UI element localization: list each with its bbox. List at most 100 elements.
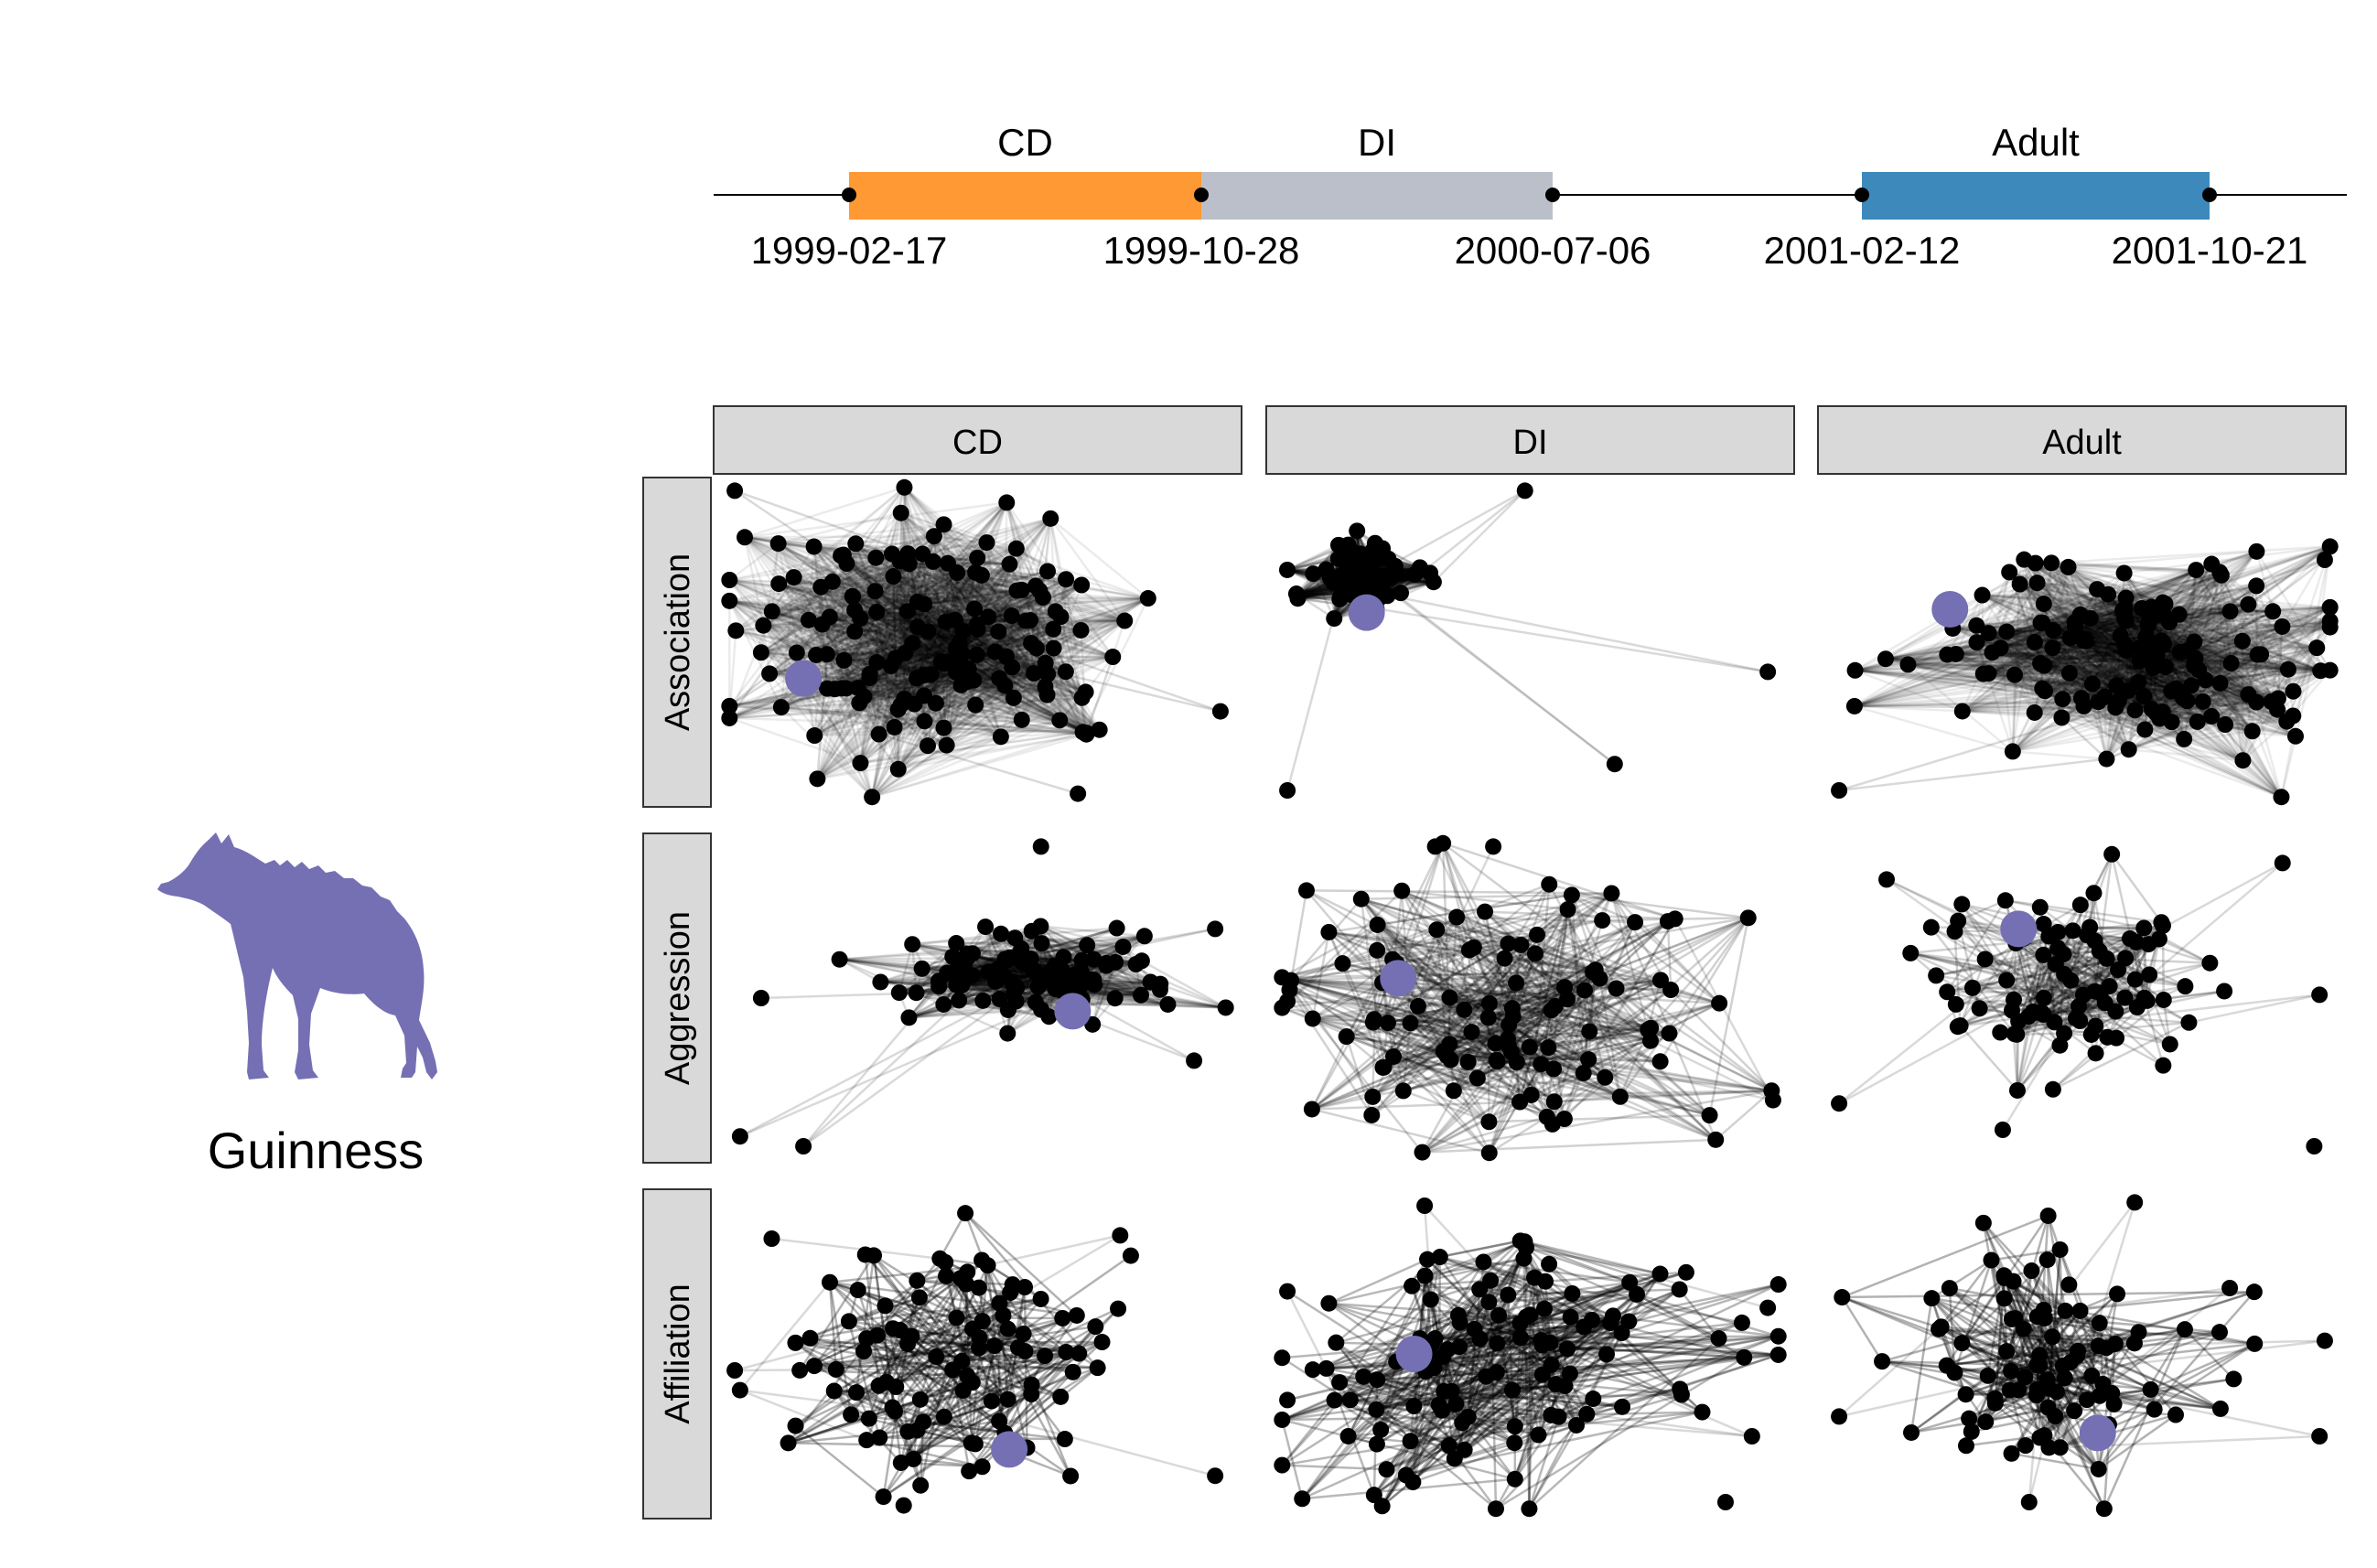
network-node <box>1393 585 1410 602</box>
network-edge <box>911 642 977 706</box>
network-node <box>968 616 985 633</box>
network-edge <box>816 607 975 780</box>
network-edge <box>892 575 979 630</box>
network-node <box>761 665 779 682</box>
network-edge <box>777 542 871 679</box>
network-node <box>1073 689 1091 706</box>
network-node <box>954 622 972 639</box>
network-node <box>821 608 838 626</box>
network-edge <box>899 512 958 673</box>
network-node <box>851 694 868 712</box>
network-edge <box>859 617 1101 731</box>
network-node <box>785 569 802 586</box>
network-edge <box>900 511 1011 565</box>
network-edge <box>820 517 1051 588</box>
network-edge <box>903 487 990 618</box>
network-edge <box>778 511 902 545</box>
network-node <box>870 725 887 743</box>
network-edge <box>744 486 905 539</box>
network-node <box>1008 582 1026 599</box>
network-edge <box>923 518 1052 676</box>
timeline-date-label: 2000-07-06 <box>1455 229 1651 272</box>
network-node <box>935 719 952 736</box>
network-edges <box>728 486 1221 799</box>
network-node <box>978 534 995 552</box>
network-edge <box>868 523 945 679</box>
network-edge <box>868 647 957 680</box>
network-node <box>769 535 787 553</box>
timeline-date-marker <box>1194 188 1209 202</box>
timeline-date-marker <box>1855 188 1869 202</box>
network-node <box>882 657 899 674</box>
network-edge <box>815 553 924 656</box>
network-node <box>992 728 1009 746</box>
network-edge <box>973 584 1082 610</box>
network-edge <box>728 542 857 719</box>
network-edge <box>829 616 961 644</box>
stage-bar-cd <box>849 172 1201 220</box>
network-node <box>906 695 923 713</box>
network-panel-association-cd <box>721 478 1229 806</box>
network-node <box>1027 639 1045 657</box>
network-node <box>788 644 805 661</box>
network-edge <box>931 561 1088 736</box>
network-edge <box>1376 607 1769 673</box>
network-edge <box>1012 589 1023 698</box>
row-strip-label: Affiliation <box>659 1283 697 1424</box>
network-node <box>990 623 1007 640</box>
network-nodes <box>1278 482 1777 799</box>
network-edge <box>826 626 919 656</box>
network-edge <box>1347 585 1769 673</box>
network-node <box>973 566 990 584</box>
network-edge <box>816 654 829 779</box>
focal-node <box>1348 594 1385 631</box>
network-node <box>969 549 986 566</box>
network-node <box>1606 756 1623 773</box>
network-node <box>721 697 738 714</box>
network-edge <box>851 487 906 597</box>
network-edge <box>923 694 1060 722</box>
network-edge <box>976 517 1051 560</box>
network-edge <box>1035 518 1052 649</box>
row-strip-label: Association <box>659 553 697 731</box>
network-node <box>966 600 984 618</box>
network-node <box>1211 703 1229 720</box>
network-node <box>916 596 933 613</box>
network-node <box>898 603 916 620</box>
network-edge <box>1432 489 1526 584</box>
stage-bar-di <box>1201 172 1553 220</box>
network-edge <box>903 487 924 554</box>
timeline-date-label: 1999-02-17 <box>751 229 948 272</box>
timeline-date-label: 2001-02-12 <box>1764 229 1961 272</box>
network-edge <box>912 641 1037 650</box>
network-node <box>889 701 907 718</box>
network-node <box>885 568 902 585</box>
network-node <box>1005 689 1022 706</box>
network-edge <box>792 486 906 579</box>
timeline-date-label: 1999-10-28 <box>1103 229 1300 272</box>
network-edge <box>855 542 898 659</box>
network-node <box>1003 607 1020 625</box>
network-node <box>1004 659 1021 676</box>
network-node <box>772 699 790 716</box>
network-edge <box>899 511 1038 650</box>
network-edge <box>828 616 906 700</box>
network-edge <box>728 542 857 707</box>
network-edge <box>807 487 906 621</box>
network-node <box>1364 542 1382 559</box>
network-edge <box>855 542 926 722</box>
network-node <box>1289 590 1307 607</box>
network-edge <box>825 554 845 655</box>
network-node <box>967 696 984 714</box>
network-edge <box>771 588 1022 613</box>
network-node <box>935 516 952 533</box>
timeline-date-marker <box>842 188 856 202</box>
network-edge <box>931 561 946 664</box>
network-edge <box>729 585 822 603</box>
network-node <box>846 601 864 618</box>
network-node <box>808 646 825 663</box>
network-edge <box>855 542 1047 664</box>
network-node <box>847 535 865 553</box>
network-edge <box>859 617 1006 687</box>
